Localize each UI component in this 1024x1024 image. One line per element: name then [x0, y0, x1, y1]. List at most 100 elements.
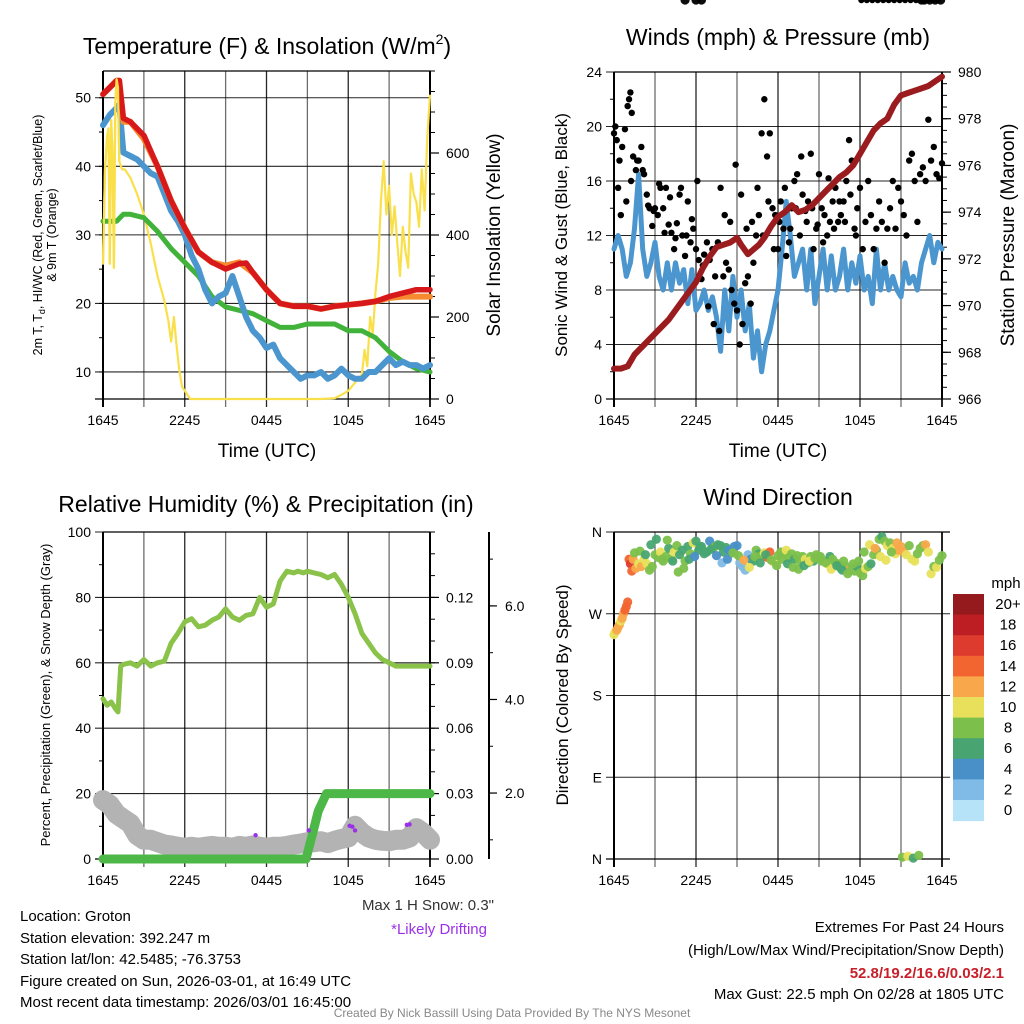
wind-direction-point — [647, 561, 657, 572]
gust-point — [732, 161, 739, 168]
gust-point — [869, 0, 876, 4]
y-tick-label: 10 — [75, 364, 91, 380]
wind-chart-title: Winds (mph) & Pressure (mb) — [626, 24, 930, 50]
y-tick-label: 40 — [75, 158, 91, 174]
series-hi-wc — [100, 101, 433, 382]
colorbar-title: mph — [991, 575, 1020, 592]
rh-ylabel: Percent, Precipitation (Green), & Snow D… — [38, 544, 53, 847]
pressure-tick-label: 970 — [958, 298, 982, 314]
gust-point — [612, 123, 619, 130]
colorbar-label: 18 — [1000, 617, 1017, 634]
gust-point — [825, 175, 832, 182]
gust-point — [852, 232, 860, 239]
colorbar-label: 2 — [1004, 781, 1012, 798]
wind-direction-point — [706, 544, 716, 554]
wind-direction-point — [886, 547, 897, 557]
gust-point — [867, 211, 875, 219]
gust-point — [803, 218, 810, 226]
series-insolation-overlay — [101, 78, 121, 269]
insolation-tick-label: 400 — [446, 227, 470, 243]
gust-point — [878, 218, 886, 226]
pressure-tick-label: 966 — [958, 391, 982, 407]
x-tick-label: 1045 — [844, 412, 875, 428]
gust-point — [781, 184, 789, 192]
gust-point — [819, 239, 827, 246]
gust-point — [726, 218, 734, 226]
wind-ylabel: Sonic Wind & Gust (Blue, Black) — [552, 113, 571, 357]
gust-point — [916, 170, 924, 178]
extremes-values: 52.8/19.2/16.6/0.03/2.1 — [849, 965, 1004, 982]
gust-point — [763, 153, 771, 160]
wind-direction-point — [859, 547, 869, 557]
gust-point — [906, 157, 913, 164]
gust-point — [703, 239, 711, 246]
gust-point — [925, 116, 932, 123]
gust-point — [684, 198, 691, 205]
wind-direction-point — [936, 0, 946, 5]
gust-point — [837, 211, 845, 219]
pressure-tick-label: 972 — [958, 251, 982, 267]
pressure-tick-label: 974 — [958, 204, 982, 220]
gust-point — [834, 218, 842, 226]
gust-point — [629, 153, 637, 160]
gust-point — [761, 96, 768, 103]
y-tick-label: N — [592, 524, 602, 540]
gust-point — [770, 245, 778, 253]
wind-direction-point — [662, 535, 672, 545]
gust-point — [623, 198, 630, 205]
gust-point — [804, 198, 812, 205]
x-tick-label: 2245 — [169, 412, 200, 428]
wind-direction-point — [744, 562, 754, 573]
x-tick-label: 1645 — [414, 412, 445, 428]
gust-point — [783, 252, 790, 260]
gust-point — [799, 191, 806, 198]
gust-point — [681, 252, 689, 260]
gust-point — [821, 211, 828, 219]
colorbar-swatch — [953, 594, 984, 616]
gust-point — [870, 245, 877, 253]
gust-point — [728, 286, 735, 294]
temp-chart-title: Temperature (F) & Insolation (W/m2) — [83, 31, 451, 59]
drifting-point — [253, 832, 258, 838]
gust-point — [922, 177, 929, 185]
gust-point — [747, 300, 754, 307]
wind-speed-colorbar: mph 20+ 18 16 14 12 10 8 6 4 2 0 — [953, 575, 1021, 822]
x-tick-label: 2245 — [169, 872, 200, 888]
colorbar-label: 0 — [1004, 802, 1012, 819]
gust-point — [676, 191, 683, 198]
wind-direction-point — [926, 569, 936, 579]
gust-point — [900, 211, 907, 219]
wind-direction-point — [739, 555, 749, 565]
gust-point — [711, 273, 719, 280]
wind-direction-point — [866, 559, 876, 569]
gust-point — [845, 136, 853, 144]
x-tick-label: 1645 — [87, 412, 118, 428]
gust-point — [810, 245, 817, 253]
wind-direction-point — [843, 569, 853, 579]
gust-point — [930, 143, 937, 151]
wind-direction-point — [696, 0, 707, 5]
gust-point — [627, 89, 634, 96]
colorbar-swatch — [953, 779, 984, 801]
wind-direction-point — [690, 551, 700, 562]
gust-point — [791, 177, 798, 185]
colorbar-label: 12 — [1000, 678, 1017, 695]
gust-point — [617, 211, 625, 219]
colorbar-swatch — [953, 800, 984, 822]
rh-chart-title: Relative Humidity (%) & Precipitation (i… — [58, 491, 473, 517]
temp-ylabel-line2: & 9m T (Orange) — [45, 188, 59, 281]
y-tick-label: E — [593, 769, 602, 785]
colorbar-label: 4 — [1004, 761, 1012, 778]
y-tick-label: 0 — [83, 851, 91, 867]
gust-point — [710, 320, 717, 328]
gust-point — [938, 160, 946, 167]
colorbar-swatch — [953, 758, 984, 780]
gust-point — [716, 327, 723, 335]
y-tick-label: 100 — [68, 524, 92, 540]
x-tick-label: 1045 — [333, 872, 364, 888]
wdir-ylabel: Direction (Colored By Speed) — [553, 584, 572, 805]
snow-tick-label: 2.0 — [505, 785, 525, 801]
gust-point — [655, 180, 663, 187]
gust-point — [736, 341, 743, 348]
wind-direction-point — [854, 556, 864, 566]
